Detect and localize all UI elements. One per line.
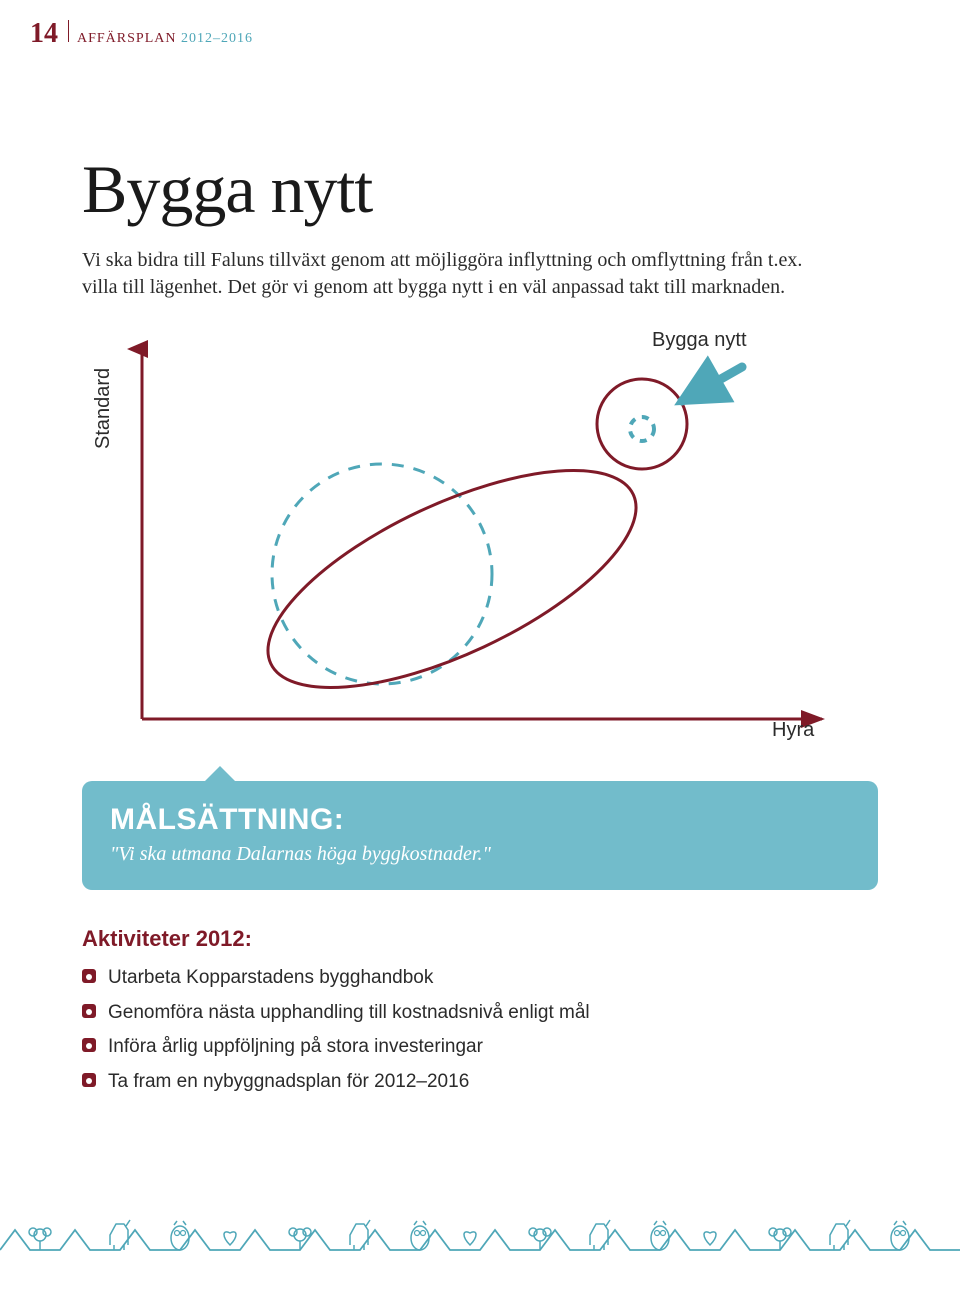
- activities-list: Utarbeta Kopparstadens bygghandbok Genom…: [82, 964, 878, 1096]
- page-header: 14 AFFÄRSPLAN 2012–2016: [0, 0, 960, 50]
- x-axis-label: Hyra: [772, 719, 814, 742]
- list-item: Införa årlig uppföljning på stora invest…: [82, 1033, 878, 1062]
- activities-section: Aktiviteter 2012: Utarbeta Kopparstadens…: [82, 926, 878, 1096]
- list-item: Utarbeta Kopparstadens bygghandbok: [82, 964, 878, 993]
- callout-box: MÅLSÄTTNING: "Vi ska utmana Dalarnas hög…: [82, 781, 878, 890]
- doc-title: AFFÄRSPLAN 2012–2016: [77, 31, 253, 47]
- callout-quote: "Vi ska utmana Dalarnas höga byggkostnad…: [110, 843, 850, 866]
- list-item: Genomföra nästa upphandling till kostnad…: [82, 999, 878, 1028]
- page-number: 14: [30, 18, 58, 50]
- doc-title-years: 2012–2016: [181, 31, 253, 46]
- callout-heading: MÅLSÄTTNING:: [110, 803, 850, 837]
- list-item: Ta fram en nybyggnadsplan för 2012–2016: [82, 1068, 878, 1097]
- chart-diagram: Standard Bygga nytt Hyra: [82, 329, 842, 759]
- chart-marker-label: Bygga nytt: [652, 329, 747, 352]
- header-divider: [68, 20, 69, 42]
- chart-svg: [82, 329, 842, 759]
- section-title: Bygga nytt: [82, 150, 960, 229]
- activities-title: Aktiviteter 2012:: [82, 926, 878, 952]
- intro-paragraph: Vi ska bidra till Faluns tillväxt genom …: [82, 247, 842, 301]
- y-axis-label: Standard: [92, 368, 115, 449]
- doc-title-label: AFFÄRSPLAN: [77, 31, 176, 46]
- footer-decorative-border: [0, 1195, 960, 1265]
